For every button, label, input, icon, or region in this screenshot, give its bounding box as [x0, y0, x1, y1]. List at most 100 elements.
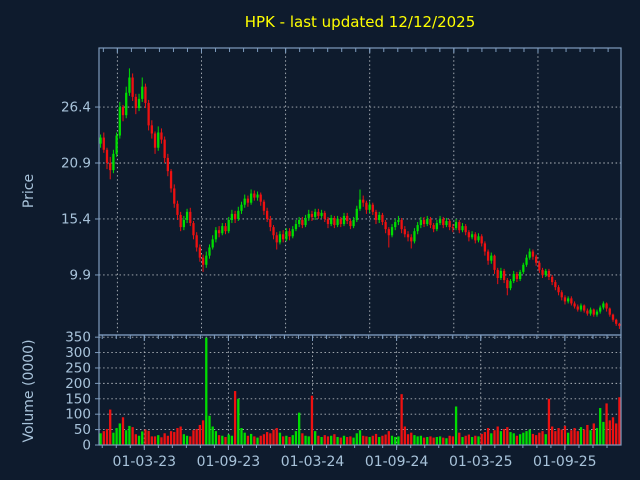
volume-bar — [323, 435, 326, 445]
volume-bar — [381, 435, 384, 445]
candle-body — [599, 307, 602, 312]
candle-body — [163, 139, 166, 158]
volume-bar — [445, 438, 448, 445]
candle-body — [522, 264, 525, 272]
volume-bar — [496, 426, 499, 445]
volume-bar — [560, 429, 563, 445]
candle-body — [454, 222, 458, 229]
volume-bar — [458, 432, 461, 445]
volume-bar — [141, 431, 144, 445]
candle-body — [474, 234, 477, 241]
candle-wicks — [100, 68, 620, 329]
candle-body — [592, 309, 595, 315]
volume-bar — [362, 435, 365, 445]
volume-bar — [541, 431, 544, 445]
candle-body — [153, 133, 157, 148]
volume-bar — [317, 435, 320, 445]
candle-body — [410, 237, 413, 242]
volume-bar — [169, 431, 173, 445]
volume-bar — [304, 435, 307, 445]
volume-bar — [176, 428, 179, 445]
volume-bar — [285, 435, 288, 445]
candle-body — [502, 270, 506, 281]
candle-body — [195, 235, 198, 248]
volume-bar — [429, 436, 432, 445]
volume-bar — [378, 436, 381, 445]
volume-bar — [583, 429, 586, 445]
candle-body — [422, 219, 426, 225]
candle-body — [362, 199, 365, 203]
candle-body — [451, 227, 455, 229]
candle-body — [291, 229, 294, 237]
candle-body — [490, 255, 493, 261]
volume-tick-label: 150 — [65, 391, 91, 407]
volume-bar — [474, 435, 477, 445]
candle-body — [374, 211, 378, 220]
volume-bar — [422, 437, 426, 445]
volume-bar — [416, 436, 419, 445]
candle-body — [166, 157, 170, 172]
candle-body — [579, 305, 583, 310]
candle-body — [371, 204, 374, 212]
chart-title: HPK - last updated 12/12/2025 — [244, 13, 476, 31]
volume-bar — [301, 433, 304, 445]
volume-bar — [605, 403, 608, 445]
candle-body — [249, 193, 253, 203]
candle-body — [272, 227, 275, 236]
candle-body — [419, 219, 422, 226]
candle-body — [118, 107, 121, 136]
candle-body — [390, 227, 394, 236]
volume-bar — [201, 420, 205, 445]
candle-body — [237, 210, 240, 219]
volume-bar — [400, 394, 403, 445]
candle-body — [567, 298, 570, 302]
volume-bar — [368, 436, 371, 445]
volume-bar — [595, 428, 599, 445]
volume-bar — [342, 435, 346, 445]
volume-bar — [403, 426, 406, 445]
volume-bar — [163, 433, 166, 445]
candle-body — [131, 77, 134, 97]
candle-body — [355, 208, 358, 220]
price-tick-label: 26.4 — [61, 100, 91, 116]
volume-tick-label: 350 — [65, 330, 91, 346]
candle-body — [534, 256, 538, 263]
volume-bar — [374, 433, 378, 445]
volume-bar — [125, 430, 128, 445]
volume-bar — [490, 433, 493, 445]
candle-body — [307, 213, 310, 218]
volume-bar — [326, 436, 330, 445]
volume-bar — [102, 431, 105, 445]
volume-bar — [150, 436, 153, 445]
candle-body — [109, 163, 112, 171]
candle-body — [413, 231, 416, 242]
candle-body — [141, 86, 144, 99]
volume-bar — [618, 397, 621, 445]
candle-body — [429, 218, 432, 226]
volume-tick-label: 300 — [65, 345, 91, 361]
candle-body — [506, 280, 509, 289]
candle-body — [397, 219, 400, 223]
candle-body — [211, 239, 214, 248]
volume-bar — [109, 409, 112, 445]
candle-body — [608, 308, 611, 315]
candle-body — [394, 222, 397, 228]
candle-body — [269, 218, 272, 228]
volume-bar — [518, 434, 522, 445]
candle-body — [496, 269, 499, 279]
candle-body — [554, 282, 557, 288]
candle-body — [112, 153, 115, 171]
candle-body — [326, 218, 330, 225]
candle-body — [509, 281, 512, 289]
candle-body — [294, 224, 298, 230]
volume-tick-label: 50 — [74, 422, 91, 438]
candle-body — [602, 303, 605, 308]
candle-body — [243, 198, 246, 205]
volume-bar — [294, 431, 298, 445]
candle-body — [515, 273, 519, 280]
volume-bar — [586, 424, 589, 445]
volume-bar — [157, 435, 160, 445]
candle-body — [205, 255, 208, 265]
candle-body — [615, 319, 618, 324]
